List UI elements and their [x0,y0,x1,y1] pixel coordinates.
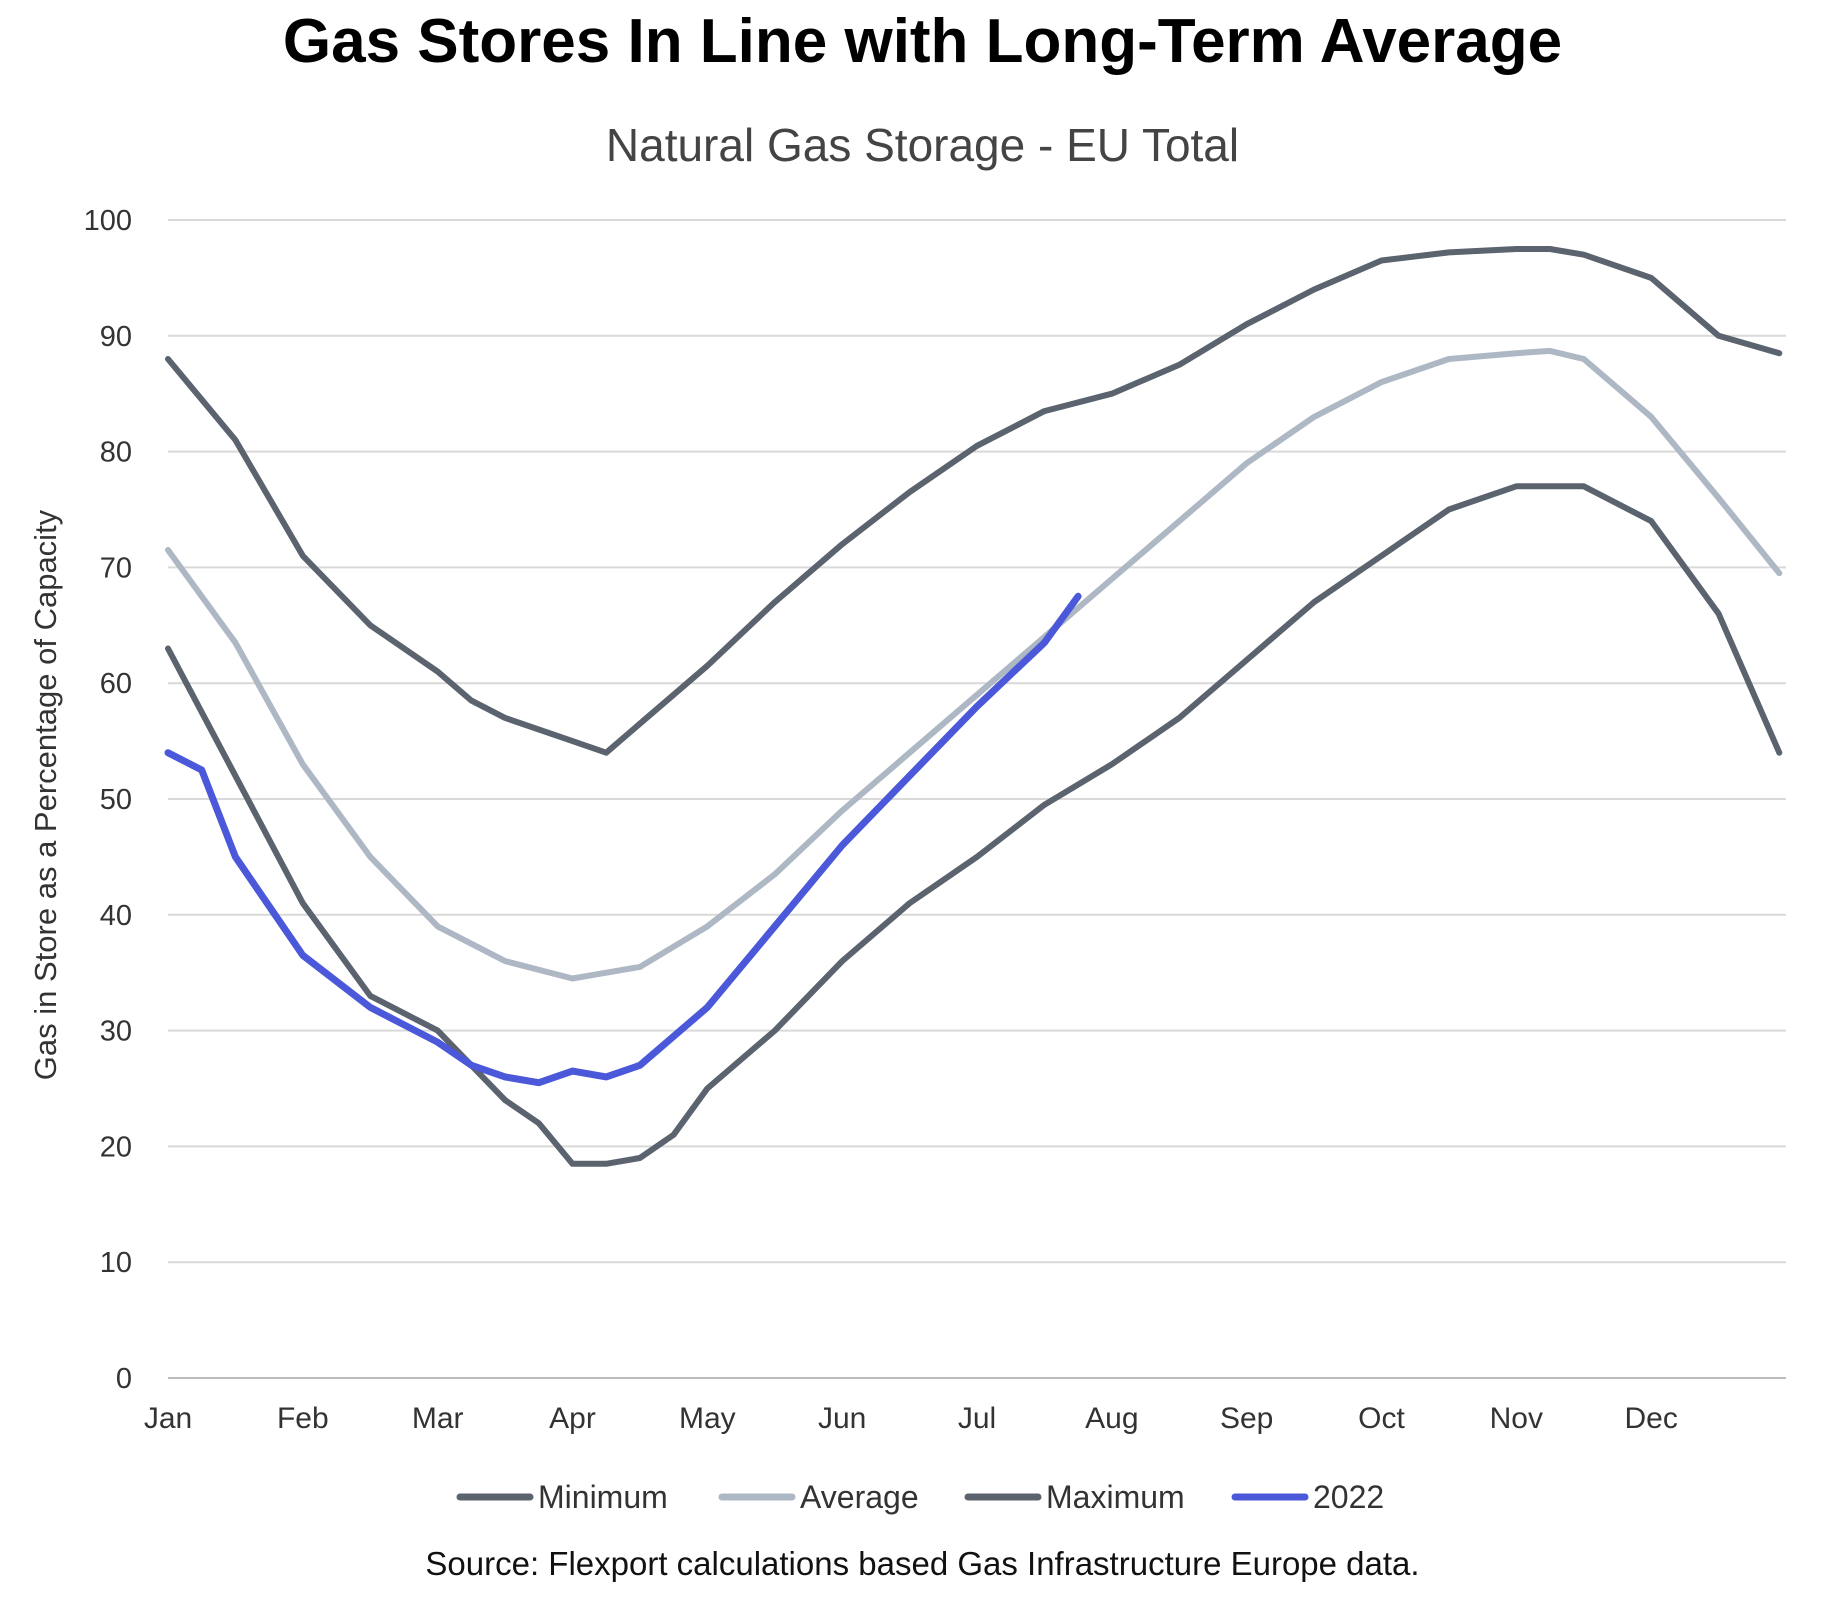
y-tick-label: 0 [116,1363,132,1395]
x-tick-label: Mar [412,1402,464,1435]
y-tick-label: 100 [84,205,132,237]
chart-subtitle: Natural Gas Storage - EU Total [605,119,1240,171]
y-tick-label: 90 [100,321,132,353]
y-tick-label: 60 [100,668,132,700]
x-tick-label: Sep [1220,1402,1273,1435]
y-tick-label: 10 [100,1247,132,1279]
series-lines [164,246,1783,1167]
series-line-2022 [164,592,1082,1087]
series-line-average [165,347,1783,982]
series-line-minimum [165,483,1783,1167]
y-tick-label: 20 [100,1131,132,1163]
x-tick-label: Nov [1490,1402,1543,1435]
x-axis-ticks: Jan Feb Mar Apr May Jun Jul Aug Sep Oct Nov Dec [144,1402,1678,1435]
x-tick-label: Jan [144,1402,192,1435]
legend-label-minimum: Minimum [538,1479,668,1515]
x-tick-label: Aug [1085,1402,1138,1435]
y-tick-label: 30 [100,1016,132,1048]
y-axis-ticks: 0 10 20 30 40 50 60 70 80 90 100 [84,205,132,1395]
source-note: Source: Flexport calculations based Gas … [425,1545,1420,1582]
y-axis-label: Gas in Store as a Percentage of Capacity [28,509,63,1080]
series-line-maximum [165,246,1783,756]
x-tick-label: Apr [549,1402,596,1435]
y-tick-label: 80 [100,437,132,469]
legend-label-average: Average [800,1479,919,1515]
x-tick-label: Dec [1624,1402,1677,1435]
legend-label-maximum: Maximum [1046,1479,1185,1515]
x-tick-label: Feb [277,1402,329,1435]
x-tick-label: Oct [1358,1402,1405,1435]
x-tick-label: May [679,1402,736,1435]
grid-lines [168,219,1786,1379]
y-tick-label: 70 [100,552,132,584]
y-tick-label: 40 [100,900,132,932]
y-tick-label: 50 [100,784,132,816]
chart-title: Gas Stores In Line with Long-Term Averag… [282,7,1563,76]
x-tick-label: Jul [958,1402,996,1435]
legend: Minimum Average Maximum 2022 [456,1479,1384,1515]
x-tick-label: Jun [818,1402,866,1435]
legend-label-2022: 2022 [1313,1479,1384,1515]
